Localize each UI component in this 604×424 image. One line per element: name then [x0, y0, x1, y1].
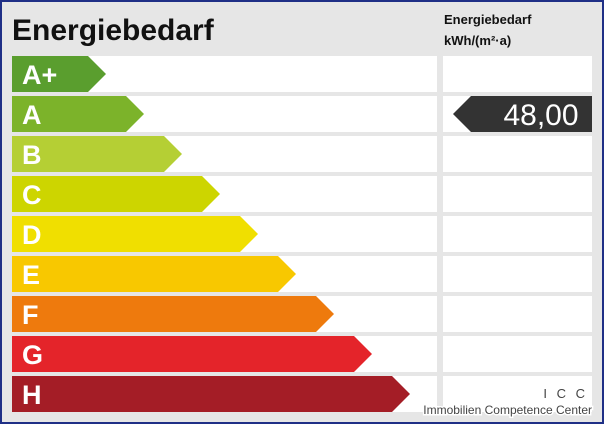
value-cell [443, 336, 592, 372]
class-arrow [12, 136, 182, 172]
value-cell [443, 216, 592, 252]
class-arrow [12, 376, 410, 412]
class-label: A [22, 100, 42, 130]
footer-line2: Immobilien Competence Center [423, 403, 592, 417]
value-cell [443, 56, 592, 92]
class-label: D [22, 220, 42, 250]
title: Energiebedarf [12, 14, 215, 47]
class-label: H [22, 380, 42, 410]
class-arrow [12, 176, 220, 212]
class-arrow [12, 96, 144, 132]
value-cell [443, 136, 592, 172]
unit-header-line1: Energiebedarf [444, 12, 532, 27]
class-arrow [12, 56, 106, 92]
value-cell [443, 296, 592, 332]
class-arrow [12, 296, 334, 332]
footer-line1: I C C [543, 386, 588, 401]
class-arrow [12, 256, 296, 292]
class-label: E [22, 260, 40, 290]
class-label: A+ [22, 60, 57, 90]
value-pointer [453, 96, 592, 132]
value-label: 48,00 [503, 99, 578, 132]
value-cell [443, 176, 592, 212]
class-arrow [12, 336, 372, 372]
value-cell [443, 376, 592, 412]
class-arrow [12, 216, 258, 252]
value-cell [443, 256, 592, 292]
class-label: C [22, 180, 42, 210]
class-label: B [22, 140, 42, 170]
class-label: G [22, 340, 43, 370]
unit-header-line2: kWh/(m²·a) [444, 33, 511, 48]
class-label: F [22, 300, 39, 330]
